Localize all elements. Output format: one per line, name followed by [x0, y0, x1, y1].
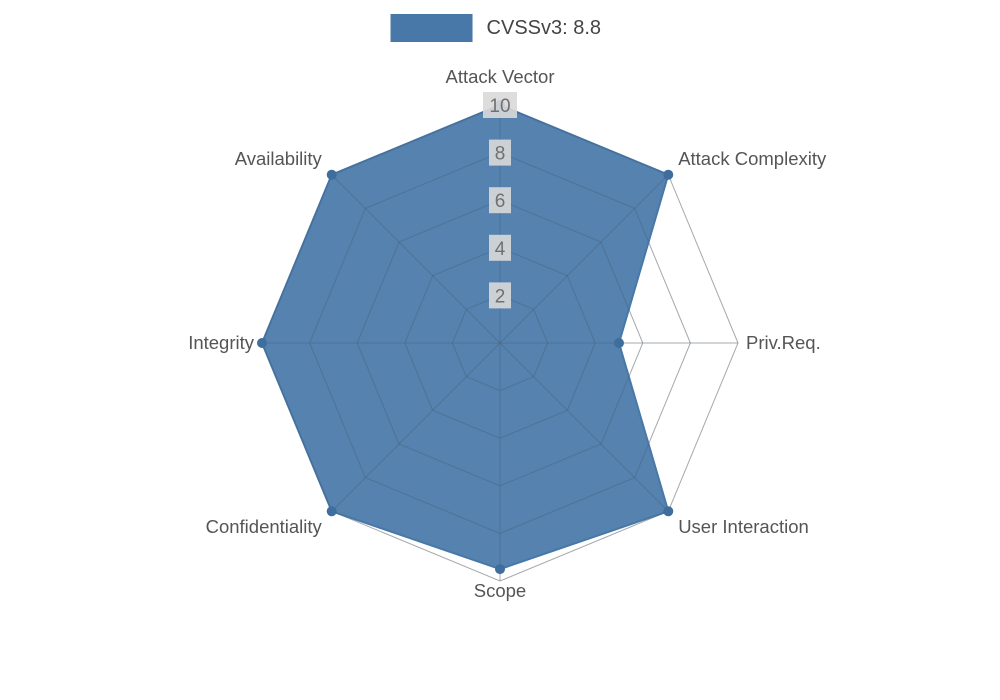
- series-point[interactable]: [663, 169, 674, 180]
- axis-label-integrity: Integrity: [188, 332, 255, 353]
- tick-label: 10: [489, 96, 510, 117]
- series-point[interactable]: [495, 564, 505, 575]
- axis-label-confidentiality: Confidentiality: [206, 516, 323, 537]
- grid-ring-overlay: [451, 294, 549, 392]
- legend[interactable]: CVSSv3: 8.8: [390, 14, 602, 42]
- legend-swatch: [390, 14, 473, 42]
- series-point[interactable]: [614, 338, 624, 348]
- series-polygon[interactable]: [261, 104, 670, 571]
- tick-label: 6: [495, 191, 506, 212]
- grid-spoke-overlay: [331, 174, 501, 344]
- grid-spoke-overlay: [499, 174, 669, 344]
- tick-label-bg: [489, 139, 511, 166]
- grid-ring-overlay: [356, 199, 644, 487]
- grid-spoke-overlay: [499, 342, 669, 512]
- axis-label-availability: Availability: [235, 148, 323, 169]
- grid-ring-overlay: [309, 152, 691, 534]
- series-point[interactable]: [326, 506, 337, 517]
- axis-label-attack-complexity: Attack Complexity: [678, 148, 827, 169]
- series-point[interactable]: [326, 169, 337, 180]
- tick-label-bg: [489, 187, 511, 214]
- tick-label: 4: [495, 239, 506, 260]
- grid-ring-overlay: [261, 104, 739, 582]
- tick-label-bg: [483, 92, 517, 118]
- tick-label: 8: [495, 144, 506, 165]
- axis-label-priv-req: Priv.Req.: [746, 332, 821, 353]
- axis-label-attack-vector: Attack Vector: [446, 66, 555, 87]
- axis-label-scope: Scope: [474, 580, 526, 601]
- axis-label-user-interaction: User Interaction: [678, 516, 809, 537]
- series-point[interactable]: [257, 338, 267, 348]
- grid-ring-overlay: [404, 247, 596, 439]
- series-point[interactable]: [663, 506, 674, 517]
- legend-label: CVSSv3: 8.8: [486, 16, 602, 39]
- tick-label-bg: [489, 282, 511, 309]
- tick-label-bg: [489, 234, 511, 261]
- tick-label: 2: [495, 286, 506, 307]
- grid-spoke-overlay: [331, 342, 501, 512]
